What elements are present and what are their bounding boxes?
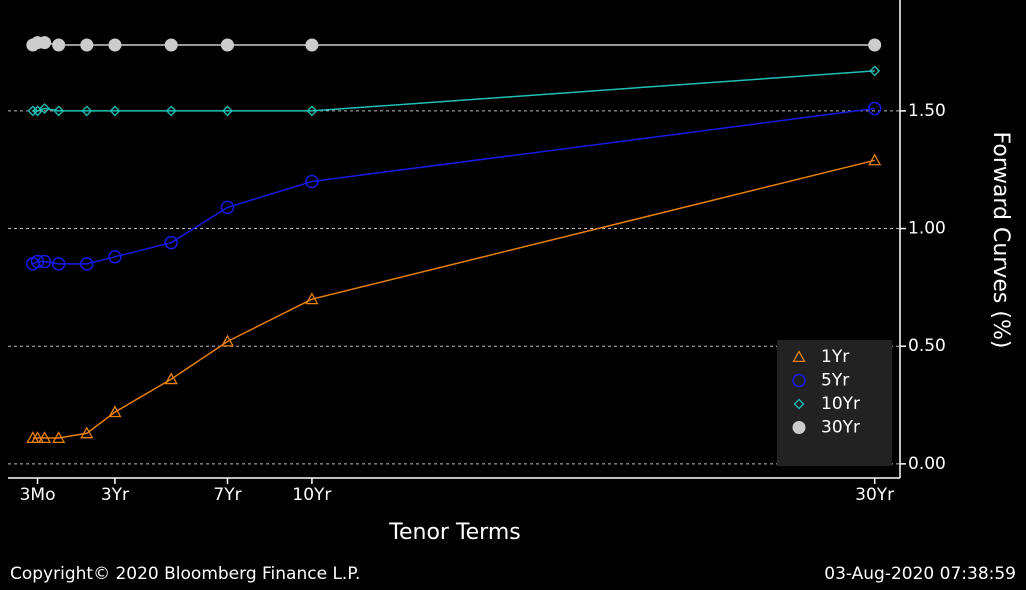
legend-marker	[792, 421, 806, 434]
marker	[222, 105, 233, 117]
marker	[164, 372, 178, 385]
x-tick-label: 3Yr	[101, 485, 129, 505]
marker	[868, 38, 882, 52]
legend-marker	[793, 398, 805, 410]
legend-label: 1Yr	[821, 347, 849, 367]
x-axis-label: Tenor Terms	[388, 520, 520, 545]
legend-label: 5Yr	[821, 371, 849, 391]
marker	[867, 101, 882, 116]
marker	[305, 38, 319, 52]
legend-marker	[792, 350, 806, 363]
marker	[53, 105, 65, 117]
x-tick-label: 10Yr	[292, 485, 331, 505]
y-tick-label: 1.00	[908, 219, 946, 239]
marker	[30, 431, 45, 444]
footer-left: Copyright© 2020 Bloomberg Finance L.P.	[10, 564, 360, 584]
marker	[39, 103, 50, 114]
marker	[164, 235, 178, 250]
marker	[80, 38, 94, 52]
y-axis-label: Forward Curves (%)	[988, 132, 1013, 349]
marker	[220, 334, 235, 347]
legend-label: 10Yr	[821, 394, 860, 414]
marker	[37, 254, 52, 269]
marker	[81, 105, 93, 117]
marker	[37, 431, 52, 444]
marker	[868, 153, 882, 166]
marker	[30, 254, 45, 269]
marker	[108, 250, 122, 264]
marker	[305, 292, 319, 305]
footer-right: 03-Aug-2020 07:38:59	[824, 564, 1016, 584]
marker	[220, 38, 234, 52]
x-tick-label: 3Mo	[20, 485, 56, 505]
x-tick-label: 7Yr	[213, 485, 241, 505]
x-tick-label: 30Yr	[855, 485, 894, 505]
marker	[80, 426, 94, 439]
marker	[38, 36, 52, 50]
marker	[109, 105, 121, 117]
marker	[164, 38, 178, 52]
marker	[52, 431, 66, 444]
marker	[869, 65, 881, 77]
marker	[305, 174, 319, 189]
series-line	[32, 107, 875, 265]
legend-label: 30Yr	[821, 418, 860, 438]
marker	[108, 38, 122, 52]
marker	[51, 257, 66, 271]
marker	[108, 405, 122, 418]
marker	[220, 200, 235, 215]
marker	[165, 105, 177, 117]
marker	[306, 105, 318, 117]
marker	[80, 257, 94, 271]
legend-marker	[792, 373, 806, 388]
y-tick-label: 1.50	[908, 101, 946, 121]
y-tick-label: 0.00	[908, 454, 946, 474]
marker	[52, 38, 66, 52]
y-tick-label: 0.50	[908, 336, 946, 356]
marker	[27, 105, 39, 117]
